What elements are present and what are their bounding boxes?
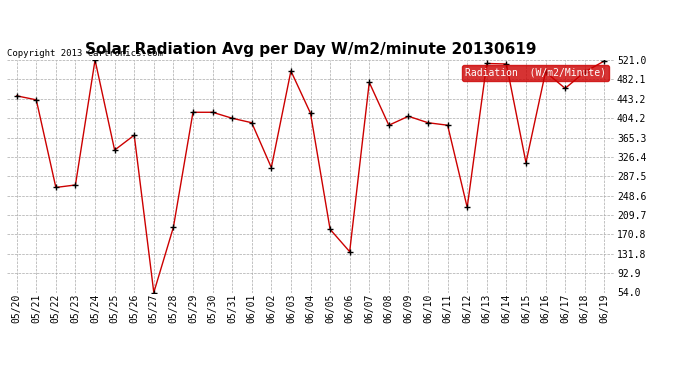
Title: Solar Radiation Avg per Day W/m2/minute 20130619: Solar Radiation Avg per Day W/m2/minute … xyxy=(85,42,536,57)
Legend: Radiation  (W/m2/Minute): Radiation (W/m2/Minute) xyxy=(462,65,609,81)
Text: Copyright 2013 Cartronics.com: Copyright 2013 Cartronics.com xyxy=(7,49,163,58)
